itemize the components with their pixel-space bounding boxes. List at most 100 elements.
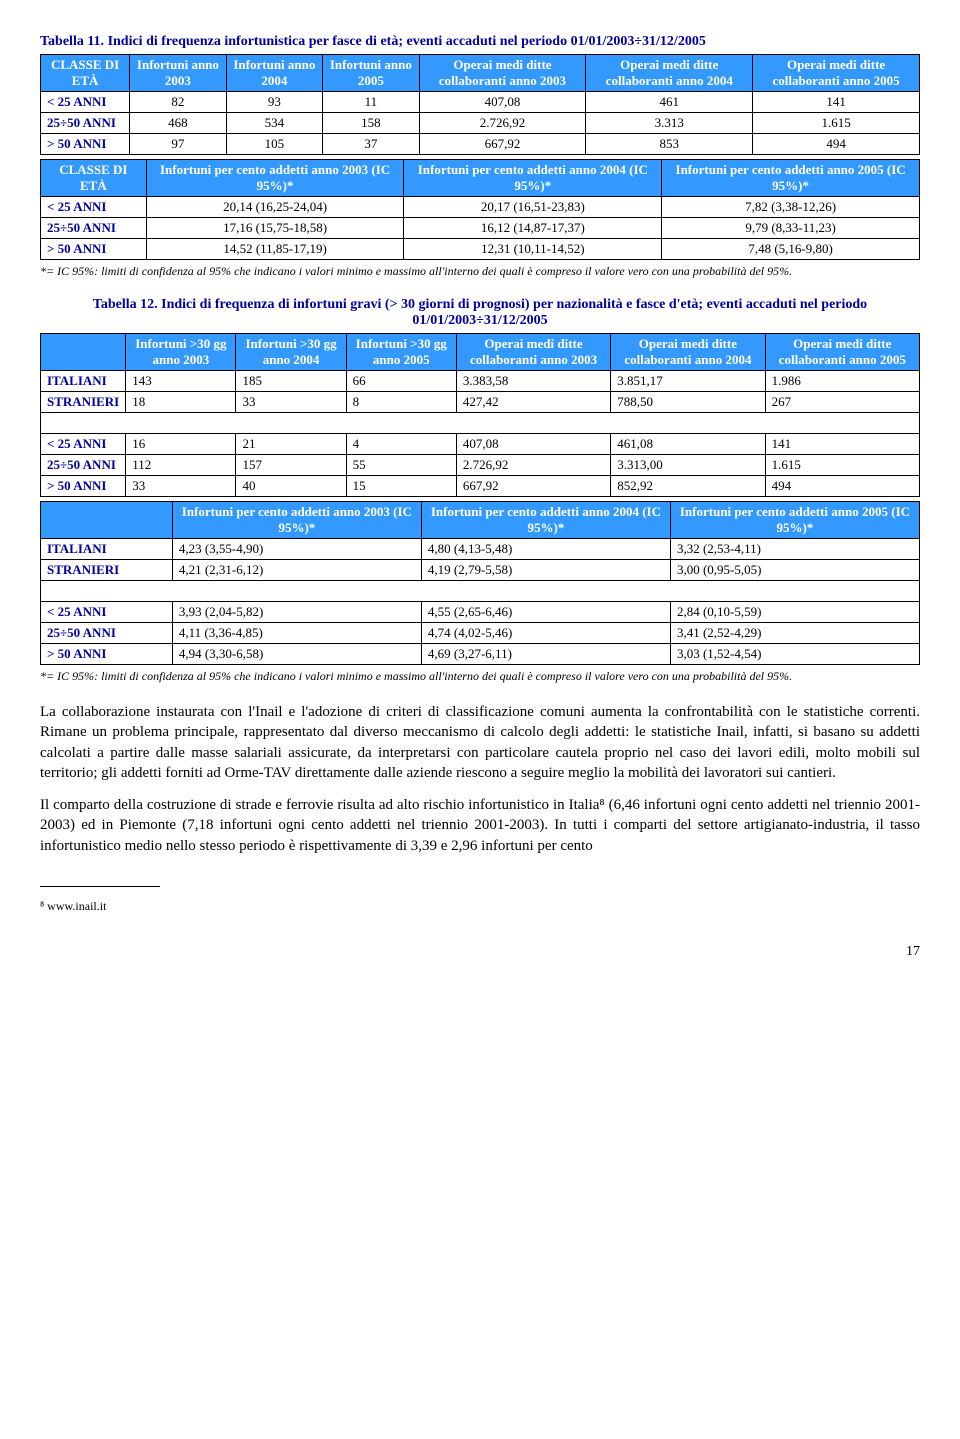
empty-row	[41, 413, 920, 434]
table-cell: 853	[586, 134, 753, 155]
th: CLASSE DI ETÀ	[41, 160, 147, 197]
table-cell: 1.615	[765, 455, 919, 476]
table-cell: 8	[346, 392, 456, 413]
th: Operai medi ditte collaboranti anno 2003	[456, 334, 610, 371]
th	[41, 334, 126, 371]
table-cell: < 25 ANNI	[41, 92, 130, 113]
table-cell: 4,94 (3,30-6,58)	[172, 644, 421, 665]
table-cell: 3,00 (0,95-5,05)	[670, 560, 919, 581]
table-cell: 3,41 (2,52-4,29)	[670, 623, 919, 644]
table-cell: 66	[346, 371, 456, 392]
table-row: < 25 ANNI829311407,08461141	[41, 92, 920, 113]
table-cell: 185	[236, 371, 346, 392]
table-cell: 4,69 (3,27-6,11)	[421, 644, 670, 665]
table-cell: 4,21 (2,31-6,12)	[172, 560, 421, 581]
table-cell: > 50 ANNI	[41, 644, 173, 665]
th	[41, 502, 173, 539]
table-cell: 788,50	[611, 392, 765, 413]
table-cell: 141	[753, 92, 920, 113]
table-cell: 407,08	[419, 92, 586, 113]
table-cell: 82	[130, 92, 226, 113]
table-row: < 25 ANNI20,14 (16,25-24,04)20,17 (16,51…	[41, 197, 920, 218]
table-row: > 50 ANNI14,52 (11,85-17,19)12,31 (10,11…	[41, 239, 920, 260]
table12-footnote: *= IC 95%: limiti di confidenza al 95% c…	[40, 669, 920, 684]
table-row: 25÷50 ANNI112157552.726,923.313,001.615	[41, 455, 920, 476]
table-cell: 267	[765, 392, 919, 413]
table-cell: 2,84 (0,10-5,59)	[670, 602, 919, 623]
table-row: < 25 ANNI16214407,08461,08141	[41, 434, 920, 455]
table-cell: > 50 ANNI	[41, 476, 126, 497]
table-cell: 105	[226, 134, 322, 155]
table-cell: 461	[586, 92, 753, 113]
table-cell: 25÷50 ANNI	[41, 218, 147, 239]
table-row: 25÷50 ANNI4685341582.726,923.3131.615	[41, 113, 920, 134]
table12-title-text: Indici di frequenza di infortuni gravi (…	[158, 297, 868, 328]
table-cell: 667,92	[456, 476, 610, 497]
table-cell: 55	[346, 455, 456, 476]
th: Infortuni per cento addetti anno 2003 (I…	[146, 160, 404, 197]
table-cell: 15	[346, 476, 456, 497]
table-cell: 37	[323, 134, 419, 155]
table-cell: 40	[236, 476, 346, 497]
table-cell: 3,03 (1,52-4,54)	[670, 644, 919, 665]
table11a-header-row: CLASSE DI ETÀ Infortuni anno 2003 Infort…	[41, 55, 920, 92]
table-cell: STRANIERI	[41, 392, 126, 413]
table-cell: 3,32 (2,53-4,11)	[670, 539, 919, 560]
th: Infortuni per cento addetti anno 2003 (I…	[172, 502, 421, 539]
table12-title: Tabella 12. Indici di frequenza di infor…	[40, 297, 920, 329]
th: Infortuni >30 gg anno 2004	[236, 334, 346, 371]
table-cell: < 25 ANNI	[41, 602, 173, 623]
table11-title-prefix: Tabella 11.	[40, 34, 104, 49]
table12a-header-row: Infortuni >30 gg anno 2003 Infortuni >30…	[41, 334, 920, 371]
footnote-separator	[40, 886, 160, 887]
table11b: CLASSE DI ETÀ Infortuni per cento addett…	[40, 159, 920, 260]
table-row: STRANIERI4,21 (2,31-6,12)4,19 (2,79-5,58…	[41, 560, 920, 581]
empty-cell	[41, 581, 920, 602]
table-cell: STRANIERI	[41, 560, 173, 581]
table-cell: 3.851,17	[611, 371, 765, 392]
table12a: Infortuni >30 gg anno 2003 Infortuni >30…	[40, 333, 920, 497]
table-cell: 20,17 (16,51-23,83)	[404, 197, 662, 218]
table-cell: 143	[126, 371, 236, 392]
th: Operai medi ditte collaboranti anno 2005	[753, 55, 920, 92]
table-cell: 4,23 (3,55-4,90)	[172, 539, 421, 560]
th: Operai medi ditte collaboranti anno 2003	[419, 55, 586, 92]
table-row: < 25 ANNI3,93 (2,04-5,82)4,55 (2,65-6,46…	[41, 602, 920, 623]
table-cell: ITALIANI	[41, 371, 126, 392]
table-cell: 1.986	[765, 371, 919, 392]
th: Infortuni anno 2005	[323, 55, 419, 92]
table-cell: 4,11 (3,36-4,85)	[172, 623, 421, 644]
table-cell: 3.313,00	[611, 455, 765, 476]
table-cell: 4,19 (2,79-5,58)	[421, 560, 670, 581]
table-cell: 667,92	[419, 134, 586, 155]
table12-title-prefix: Tabella 12.	[93, 297, 158, 312]
paragraph-2: Il comparto della costruzione di strade …	[40, 795, 920, 856]
table-cell: 494	[753, 134, 920, 155]
table-cell: 3.313	[586, 113, 753, 134]
table-cell: 158	[323, 113, 419, 134]
table-cell: 18	[126, 392, 236, 413]
th: Infortuni per cento addetti anno 2004 (I…	[404, 160, 662, 197]
table-cell: > 50 ANNI	[41, 239, 147, 260]
table-cell: 20,14 (16,25-24,04)	[146, 197, 404, 218]
table-cell: ITALIANI	[41, 539, 173, 560]
table-row: ITALIANI143185663.383,583.851,171.986	[41, 371, 920, 392]
table-cell: 14,52 (11,85-17,19)	[146, 239, 404, 260]
th: Operai medi ditte collaboranti anno 2005	[765, 334, 919, 371]
table-cell: 112	[126, 455, 236, 476]
empty-cell	[41, 413, 920, 434]
table-row: STRANIERI18338427,42788,50267	[41, 392, 920, 413]
page-number: 17	[40, 944, 920, 960]
th: CLASSE DI ETÀ	[41, 55, 130, 92]
th: Infortuni >30 gg anno 2005	[346, 334, 456, 371]
table-cell: > 50 ANNI	[41, 134, 130, 155]
table-cell: 9,79 (8,33-11,23)	[662, 218, 920, 239]
table-row: > 50 ANNI334015667,92852,92494	[41, 476, 920, 497]
table-cell: 33	[126, 476, 236, 497]
table-cell: 461,08	[611, 434, 765, 455]
reference: ⁸ www.inail.it	[40, 899, 920, 914]
table-row: ITALIANI4,23 (3,55-4,90)4,80 (4,13-5,48)…	[41, 539, 920, 560]
table-cell: 4,55 (2,65-6,46)	[421, 602, 670, 623]
th: Infortuni per cento addetti anno 2005 (I…	[670, 502, 919, 539]
table11b-header-row: CLASSE DI ETÀ Infortuni per cento addett…	[41, 160, 920, 197]
